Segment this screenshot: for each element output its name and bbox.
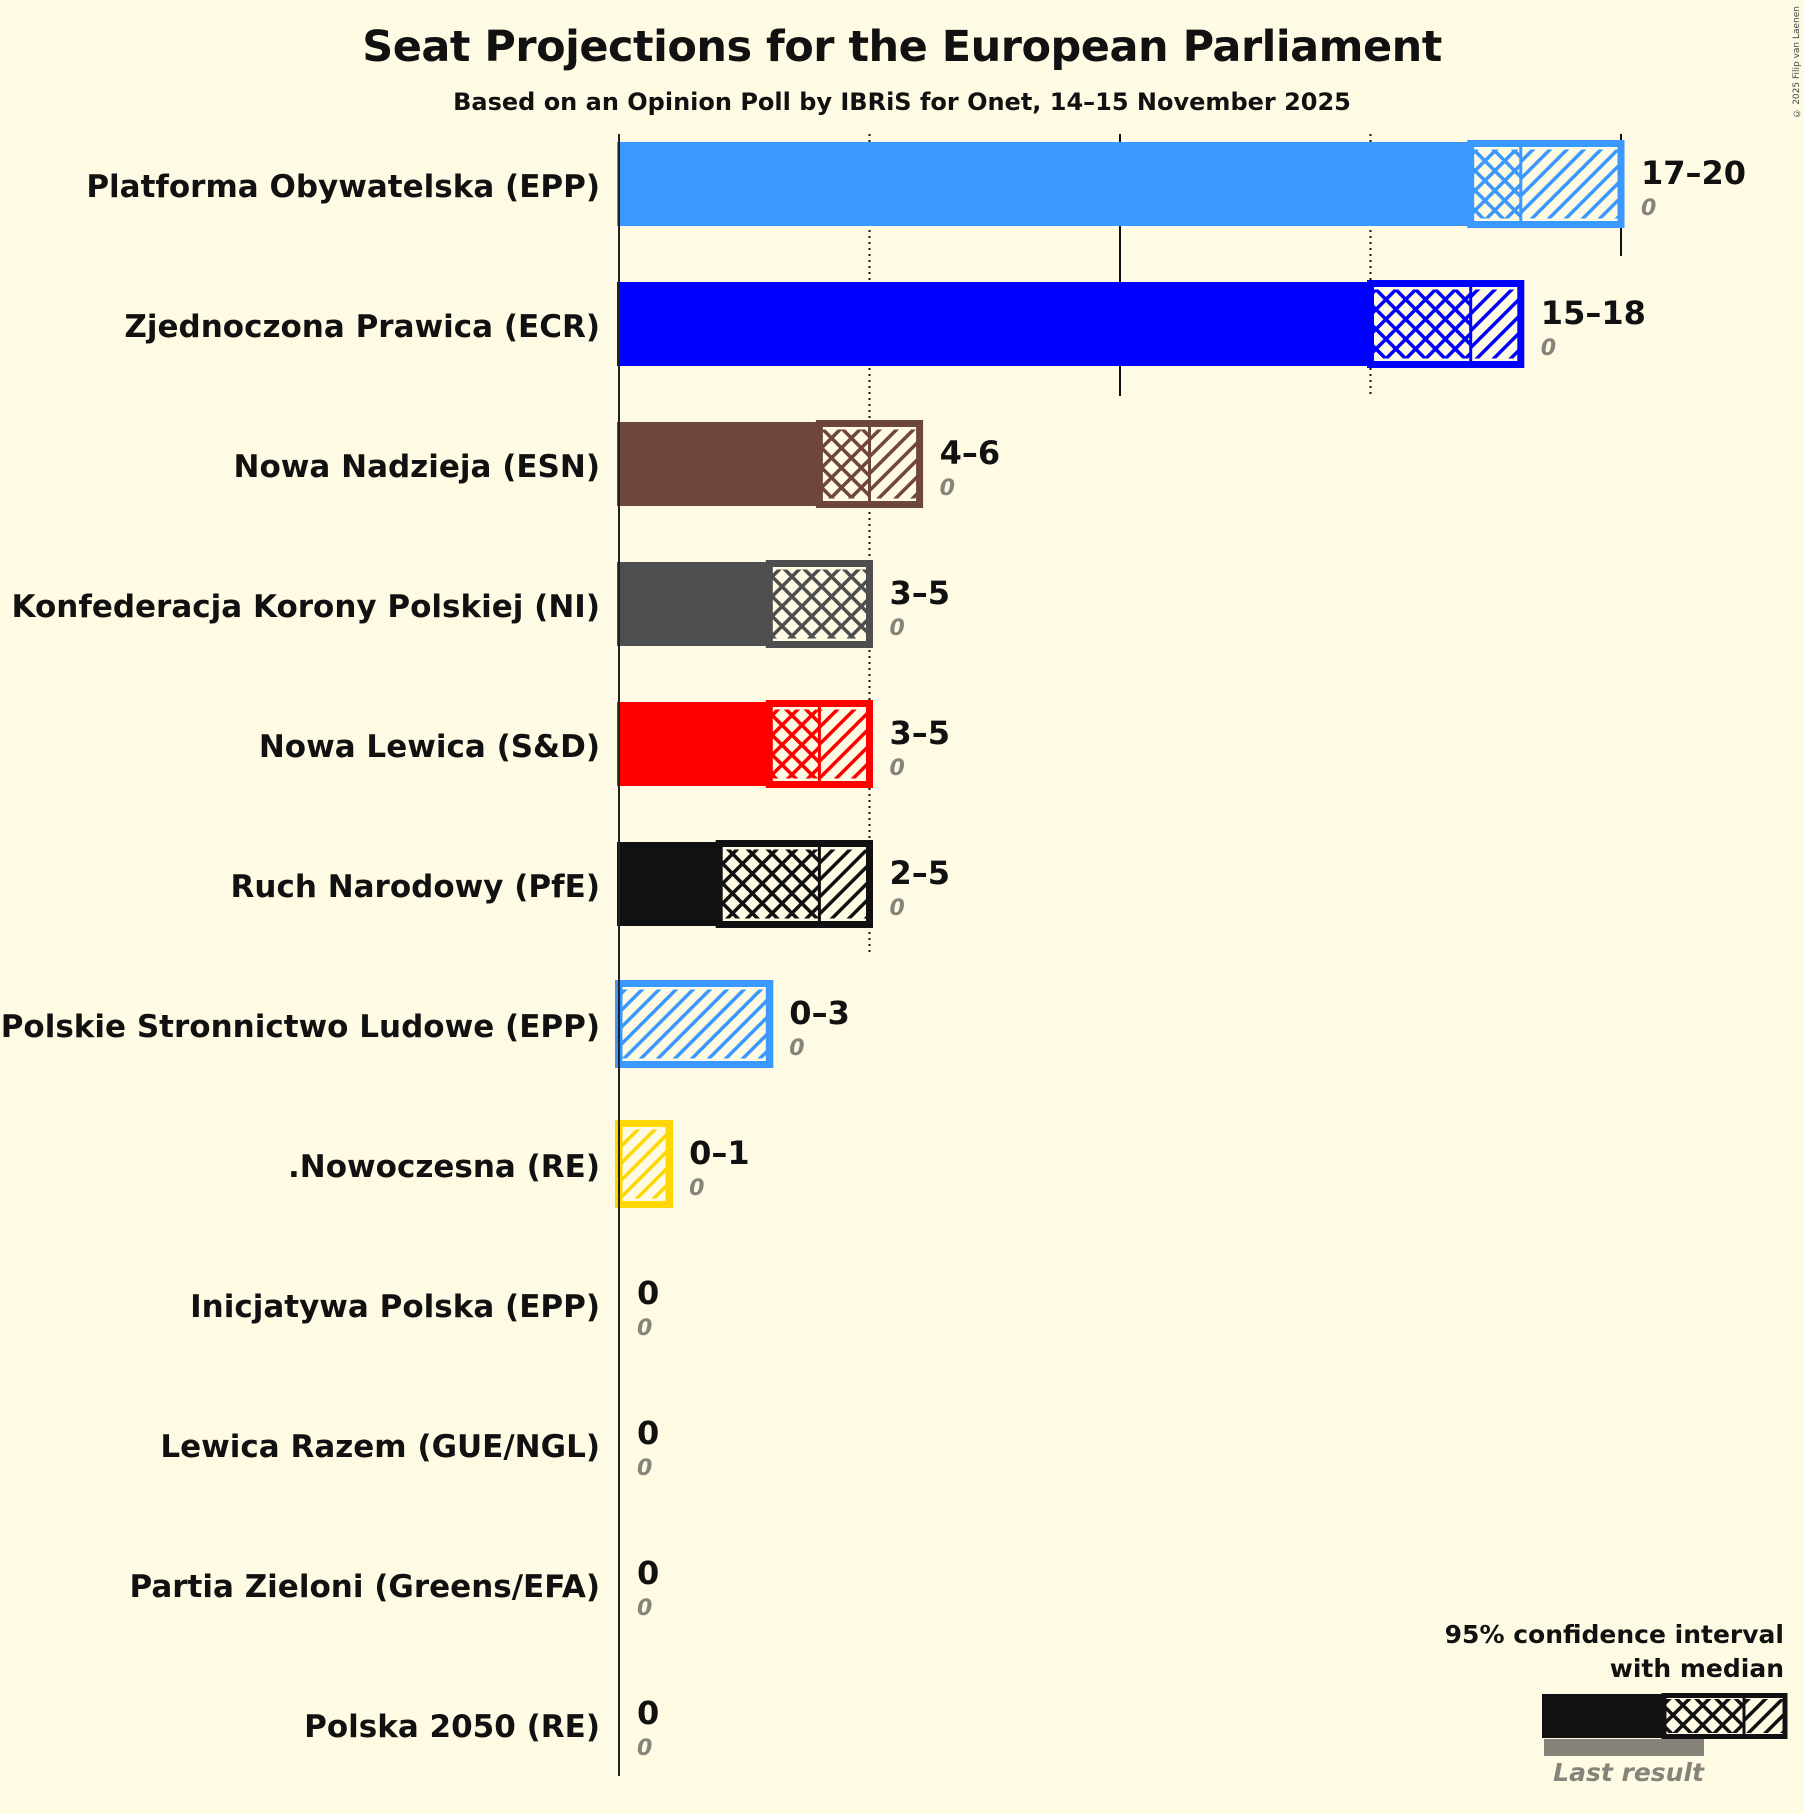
party-label: Polskie Stronnictwo Ludowe (EPP) [0, 1009, 600, 1045]
bar-solid [617, 702, 770, 786]
seat-range-label: 15–18 [1540, 294, 1646, 332]
last-result-label: 0 [637, 1316, 653, 1341]
bar-ci-upper [619, 1129, 670, 1199]
bar-ci-upper [1520, 149, 1621, 219]
bar-0 [617, 140, 1625, 228]
last-result-label: 0 [689, 1176, 705, 1201]
last-result-label: 0 [637, 1456, 653, 1481]
legend-last-result-label: Last result [1553, 1758, 1704, 1787]
seat-range-label: 17–20 [1641, 154, 1747, 192]
seat-range-label: 0–1 [689, 1134, 750, 1172]
party-label: Zjednoczona Prawica (ECR) [124, 309, 600, 345]
last-result-label: 0 [889, 896, 905, 921]
bar-ci-upper [1470, 289, 1521, 359]
bar-ci-lower [769, 569, 870, 639]
bar-ci-lower [819, 429, 870, 499]
legend-title-line2: with median [1609, 1654, 1784, 1683]
bar-3 [617, 560, 873, 648]
last-result-label: 0 [939, 476, 955, 501]
last-result-label: 0 [1641, 196, 1657, 221]
bar-solid [617, 142, 1471, 226]
bar-5 [617, 840, 874, 928]
seat-range-label: 0 [637, 1554, 660, 1592]
legend-swatch [1542, 1693, 1788, 1756]
chart-title: Seat Projections for the European Parlia… [362, 22, 1442, 72]
legend-last-result-swatch [1544, 1739, 1704, 1756]
party-label: Lewica Razem (GUE/NGL) [160, 1429, 600, 1465]
party-label: .Nowoczesna (RE) [287, 1149, 600, 1185]
seat-range-label: 0 [637, 1414, 660, 1452]
party-label: Partia Zieloni (Greens/EFA) [129, 1569, 600, 1605]
bar-solid [617, 422, 820, 506]
gridlines [868, 134, 1622, 956]
last-result-label: 0 [889, 756, 905, 781]
bar-7 [615, 1120, 674, 1208]
party-label: Nowa Lewica (S&D) [258, 729, 600, 765]
last-result-label: 0 [637, 1596, 653, 1621]
seat-range-label: 3–5 [889, 714, 951, 752]
bar-ci-lower [719, 849, 820, 919]
bar-solid [617, 562, 770, 646]
bar-1 [617, 280, 1525, 368]
party-label: Ruch Narodowy (PfE) [230, 869, 600, 905]
last-result-label: 0 [789, 1036, 805, 1061]
bar-ci-lower [769, 709, 820, 779]
party-label: Konfederacja Korony Polskiej (NI) [11, 589, 600, 625]
seat-range-label: 0–3 [789, 994, 850, 1032]
chart-subtitle: Based on an Opinion Poll by IBRiS for On… [453, 88, 1351, 116]
seat-range-label: 3–5 [889, 574, 951, 612]
bar-ci-lower [1370, 289, 1471, 359]
bar-ci-lower [1470, 149, 1521, 219]
bar-4 [617, 700, 873, 788]
bar-6 [615, 980, 774, 1068]
party-label: Platforma Obywatelska (EPP) [86, 169, 600, 205]
legend-title: 95% confidence interval with median [1445, 1618, 1784, 1686]
party-label: Inicjatywa Polska (EPP) [190, 1289, 600, 1325]
bar-ci-upper [619, 989, 770, 1059]
bar-solid [617, 842, 720, 926]
last-result-label: 0 [889, 616, 905, 641]
last-result-label: 0 [637, 1736, 653, 1761]
party-label: Nowa Nadzieja (ESN) [233, 449, 600, 485]
party-label: Polska 2050 (RE) [304, 1709, 600, 1745]
legend-title-line1: 95% confidence interval [1444, 1620, 1784, 1649]
seat-range-label: 2–5 [889, 854, 951, 892]
bar-ci-upper [869, 429, 920, 499]
seat-range-label: 4–6 [939, 434, 1001, 472]
last-result-label: 0 [1540, 336, 1557, 361]
bars [615, 140, 1625, 1208]
seat-range-label: 0 [637, 1694, 660, 1732]
bar-solid [617, 282, 1371, 366]
seat-range-label: 0 [637, 1274, 660, 1312]
bar-ci-upper [819, 849, 870, 919]
bar-ci-upper [819, 709, 870, 779]
bar-2 [617, 420, 924, 508]
